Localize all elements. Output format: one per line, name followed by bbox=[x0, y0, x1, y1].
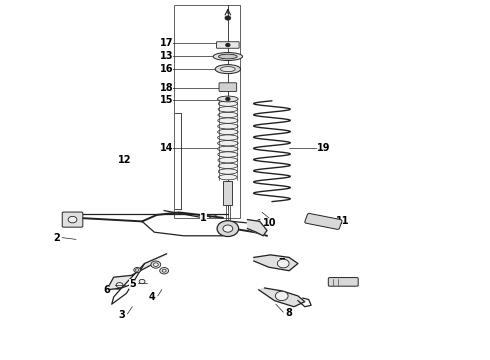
Bar bbox=[223, 181, 232, 205]
Text: 19: 19 bbox=[317, 143, 330, 153]
Ellipse shape bbox=[218, 158, 238, 163]
Circle shape bbox=[277, 259, 289, 268]
Ellipse shape bbox=[220, 67, 235, 72]
Ellipse shape bbox=[218, 96, 238, 102]
Text: 13: 13 bbox=[160, 51, 173, 61]
Text: 11: 11 bbox=[336, 216, 350, 226]
Text: 2: 2 bbox=[53, 233, 60, 243]
Circle shape bbox=[153, 263, 158, 266]
Ellipse shape bbox=[218, 146, 238, 152]
Text: 8: 8 bbox=[286, 308, 293, 318]
Circle shape bbox=[160, 267, 169, 274]
Ellipse shape bbox=[218, 152, 238, 157]
Ellipse shape bbox=[218, 112, 238, 118]
Text: 7: 7 bbox=[278, 258, 285, 268]
Text: 16: 16 bbox=[160, 64, 173, 74]
Ellipse shape bbox=[218, 123, 238, 129]
Bar bbox=[174, 5, 240, 218]
FancyBboxPatch shape bbox=[328, 278, 358, 286]
Text: 3: 3 bbox=[118, 310, 125, 320]
Ellipse shape bbox=[219, 101, 237, 106]
Ellipse shape bbox=[219, 169, 237, 174]
Circle shape bbox=[226, 98, 230, 100]
Text: 15: 15 bbox=[160, 95, 173, 105]
Circle shape bbox=[225, 16, 231, 20]
Text: 9: 9 bbox=[349, 278, 356, 288]
FancyBboxPatch shape bbox=[305, 213, 342, 229]
Ellipse shape bbox=[219, 54, 237, 59]
Ellipse shape bbox=[215, 65, 241, 74]
Circle shape bbox=[135, 269, 139, 271]
Circle shape bbox=[162, 269, 166, 272]
Text: 10: 10 bbox=[263, 218, 276, 228]
Polygon shape bbox=[259, 288, 305, 307]
Ellipse shape bbox=[218, 129, 238, 135]
Circle shape bbox=[68, 216, 77, 223]
Ellipse shape bbox=[219, 175, 237, 180]
Ellipse shape bbox=[218, 140, 238, 146]
Text: 12: 12 bbox=[118, 155, 131, 165]
FancyBboxPatch shape bbox=[62, 212, 83, 227]
Polygon shape bbox=[254, 255, 298, 271]
Ellipse shape bbox=[213, 53, 243, 60]
FancyBboxPatch shape bbox=[217, 42, 239, 48]
Circle shape bbox=[151, 261, 161, 268]
FancyBboxPatch shape bbox=[219, 83, 237, 91]
Circle shape bbox=[134, 267, 141, 273]
Ellipse shape bbox=[218, 118, 238, 123]
Text: 17: 17 bbox=[160, 38, 173, 48]
Text: 1: 1 bbox=[200, 213, 207, 223]
Text: 4: 4 bbox=[148, 292, 155, 302]
Text: 5: 5 bbox=[129, 279, 136, 289]
Circle shape bbox=[116, 283, 123, 288]
Text: 6: 6 bbox=[103, 285, 110, 295]
Text: 14: 14 bbox=[160, 143, 173, 153]
Text: 18: 18 bbox=[160, 83, 173, 93]
Ellipse shape bbox=[218, 135, 238, 140]
Circle shape bbox=[226, 44, 230, 46]
Circle shape bbox=[223, 225, 233, 232]
Ellipse shape bbox=[218, 163, 238, 168]
Polygon shape bbox=[107, 254, 167, 290]
Polygon shape bbox=[247, 220, 267, 236]
Circle shape bbox=[275, 291, 288, 301]
Circle shape bbox=[217, 221, 239, 237]
Ellipse shape bbox=[218, 107, 238, 112]
Circle shape bbox=[139, 279, 145, 284]
